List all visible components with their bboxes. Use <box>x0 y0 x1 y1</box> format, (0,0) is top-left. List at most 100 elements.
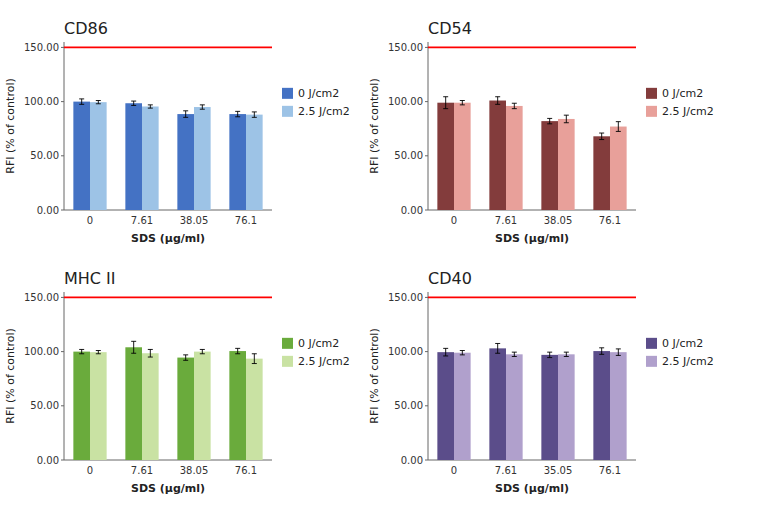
title: CD40 <box>428 269 472 288</box>
x-axis-label: SDS (μg/ml) <box>495 232 569 245</box>
bar <box>125 347 142 460</box>
error-cap <box>564 122 569 123</box>
error-cap <box>183 110 188 111</box>
error-cap <box>79 353 84 354</box>
error-line <box>81 349 82 353</box>
y-tick-label: 50.00 <box>394 400 423 411</box>
y-tick-label: 0.00 <box>401 205 423 216</box>
error-cap <box>131 101 136 102</box>
reference-line <box>428 47 636 49</box>
error-cap <box>616 121 621 122</box>
error-bar <box>96 351 101 354</box>
error-cap <box>599 354 604 355</box>
x-axis-label: SDS (μg/ml) <box>131 232 205 245</box>
error-cap <box>564 356 569 357</box>
y-tick-label: 50.00 <box>30 400 59 411</box>
error-line <box>133 341 134 353</box>
title: MHC II <box>64 269 116 288</box>
y-axis-line <box>428 292 429 460</box>
error-bar <box>252 112 257 117</box>
y-tick <box>61 47 64 48</box>
legend: 0 J/cm22.5 J/cm2 <box>646 337 714 368</box>
error-line <box>81 99 82 104</box>
y-axis-label: RFI (% of control) <box>368 328 381 423</box>
error-line <box>202 105 203 109</box>
error-cap <box>235 111 240 112</box>
x-tick-label: 35.05 <box>544 465 573 476</box>
error-cap <box>599 347 604 348</box>
error-bar <box>183 111 188 118</box>
error-cap <box>96 350 101 351</box>
plot-area <box>428 47 636 210</box>
y-axis-label: RFI (% of control) <box>4 78 17 173</box>
error-line <box>566 352 567 356</box>
y-axis-label: RFI (% of control) <box>368 78 381 173</box>
bar <box>558 354 575 460</box>
error-bar <box>131 341 136 353</box>
y-tick-label: 100.00 <box>24 96 59 107</box>
legend: 0 J/cm22.5 J/cm2 <box>646 87 714 118</box>
error-cap <box>96 100 101 101</box>
panel: CD860.0050.00100.00150.0007.6138.0576.1S… <box>4 19 350 245</box>
error-line <box>185 111 186 118</box>
error-cap <box>131 353 136 354</box>
error-line <box>618 349 619 356</box>
error-line <box>133 101 134 105</box>
x-tick-label: 38.05 <box>180 215 209 226</box>
bar <box>506 354 523 460</box>
y-tick <box>61 460 64 461</box>
legend-swatch <box>646 106 657 117</box>
error-line <box>549 352 550 357</box>
error-cap <box>200 349 205 350</box>
error-line <box>462 351 463 355</box>
plot-area <box>428 297 636 460</box>
error-line <box>514 103 515 108</box>
error-cap <box>200 353 205 354</box>
plot-area <box>64 297 272 460</box>
title: CD86 <box>64 19 108 38</box>
error-line <box>445 97 446 109</box>
legend: 0 J/cm22.5 J/cm2 <box>282 87 350 118</box>
x-axis-label: SDS (μg/ml) <box>131 482 205 495</box>
y-tick-label: 100.00 <box>24 346 59 357</box>
error-bar <box>460 101 465 105</box>
error-bar <box>235 348 240 353</box>
y-tick <box>425 155 428 156</box>
error-bar <box>564 115 569 123</box>
error-cap <box>547 357 552 358</box>
legend-label: 0 J/cm2 <box>298 337 339 350</box>
x-tick-label: 0 <box>87 215 93 226</box>
error-cap <box>235 348 240 349</box>
error-cap <box>495 353 500 354</box>
error-cap <box>96 353 101 354</box>
legend-label: 0 J/cm2 <box>662 87 703 100</box>
error-bar <box>495 343 500 353</box>
error-cap <box>460 350 465 351</box>
bar <box>437 352 454 460</box>
error-cap <box>79 98 84 99</box>
y-tick <box>61 101 64 102</box>
error-cap <box>616 348 621 349</box>
y-tick-label: 150.00 <box>24 42 59 53</box>
x-tick-label: 38.05 <box>180 465 209 476</box>
error-bar <box>200 105 205 109</box>
x-tick-label: 7.61 <box>131 215 153 226</box>
legend-label: 2.5 J/cm2 <box>298 355 350 368</box>
error-bar <box>495 97 500 105</box>
y-tick-label: 150.00 <box>24 292 59 303</box>
y-tick <box>425 101 428 102</box>
error-cap <box>443 96 448 97</box>
legend-swatch <box>282 338 293 349</box>
x-tick-label: 38.05 <box>544 215 573 226</box>
x-tick-label: 76.1 <box>599 465 621 476</box>
bar <box>142 353 159 460</box>
error-bar <box>599 348 604 355</box>
y-tick <box>61 210 64 211</box>
error-cap <box>547 123 552 124</box>
bar <box>246 115 263 210</box>
error-cap <box>616 355 621 356</box>
error-line <box>185 355 186 360</box>
y-tick-label: 50.00 <box>30 150 59 161</box>
error-cap <box>460 100 465 101</box>
y-tick <box>61 297 64 298</box>
